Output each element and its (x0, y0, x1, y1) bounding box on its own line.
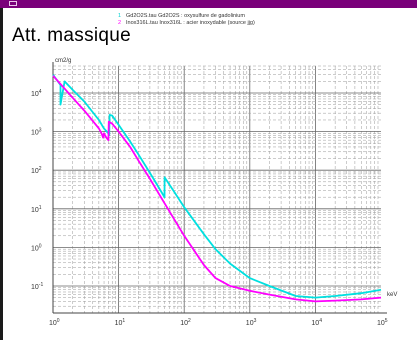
legend-entry-2: 2 Inox316L.tau Inox316L : acier inoxydabl… (118, 20, 255, 27)
y-tick-label: 102 (31, 166, 42, 175)
chart-series (52, 74, 382, 303)
legend: 1 Gd2O2S.tau Gd2O2S : oxysulfure de gadol… (118, 13, 255, 27)
window-menu-icon[interactable] (9, 1, 17, 6)
legend-number-1: 1 (118, 13, 122, 19)
chart-tick-labels: 100 101 102 103 104 105 10-1 100 101 102 103 104 (31, 89, 388, 327)
y-tick-label: 103 (31, 128, 42, 137)
legend-entry-1: 1 Gd2O2S.tau Gd2O2S : oxysulfure de gadol… (118, 13, 255, 20)
chart-axes (52, 62, 387, 314)
series-line-1 (52, 74, 382, 299)
x-tick-label: 101 (115, 318, 126, 327)
chart-grid (52, 65, 381, 314)
window-left-border (0, 8, 3, 340)
y-axis-unit: cm2/g (55, 58, 72, 64)
x-tick-label: 100 (49, 318, 60, 327)
legend-text-2: Inox316L.tau Inox316L : acier inoxydable… (126, 20, 255, 26)
y-tick-label: 101 (31, 205, 42, 214)
y-tick-label: 100 (31, 243, 42, 252)
x-tick-label: 103 (246, 318, 257, 327)
series-line-2 (52, 75, 382, 303)
x-tick-label: 102 (180, 318, 191, 327)
y-tick-label: 104 (31, 89, 42, 98)
window-title-bar[interactable] (0, 0, 417, 8)
y-tick-label: 10-1 (31, 282, 43, 291)
legend-text-1: Gd2O2S.tau Gd2O2S : oxysulfure de gadoli… (126, 13, 245, 19)
legend-number-2: 2 (118, 20, 122, 26)
x-tick-label: 104 (311, 318, 322, 327)
x-axis-unit: keV (387, 292, 398, 298)
x-tick-label: 105 (377, 318, 388, 327)
chart-title: Att. massique (12, 25, 132, 46)
